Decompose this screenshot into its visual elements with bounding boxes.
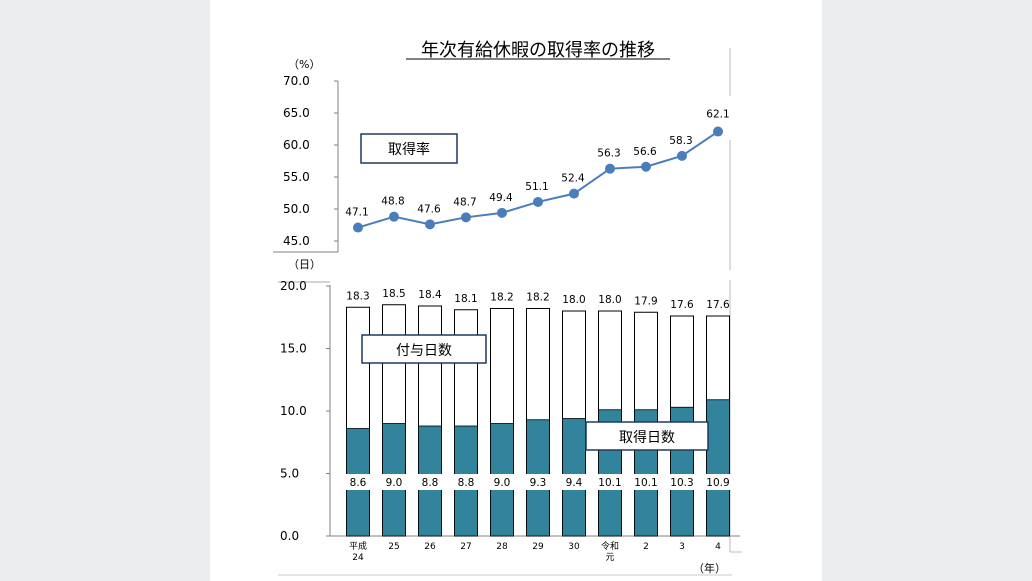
rate-data-label: 48.7 [453,196,476,208]
taken-data-label: 9.0 [386,477,403,489]
x-tick-label: 28 [496,542,508,552]
rate-data-label: 56.3 [597,148,620,160]
rate-data-label: 58.3 [669,135,692,147]
taken-data-label: 10.3 [670,477,693,489]
rate-data-label: 62.1 [706,109,729,121]
rate-point [497,207,507,218]
x-tick-label: 24 [352,553,364,563]
rate-data-label: 51.1 [525,181,548,193]
rate-unit-label: （%） [288,58,320,71]
granted-data-label: 17.9 [634,295,657,307]
rate-point [641,161,651,172]
granted-data-label: 18.1 [454,293,477,305]
rate-point [569,188,579,199]
x-tick-label: 4 [715,542,721,552]
rate-point [353,222,363,233]
x-unit-label: （年） [693,561,726,575]
taken-data-label: 8.8 [422,477,439,489]
taken-label-backing [415,474,445,490]
days-y-tick: 5.0 [280,467,299,481]
x-tick-label: 25 [388,542,399,552]
rate-line-chart: （%） 70.0 65.0 60.0 55.0 50.0 45.0 47.1 48.8 47.6 4… [273,48,731,270]
granted-data-label: 18.4 [418,289,442,301]
taken-bar [706,399,730,537]
taken-data-label: 10.1 [634,477,657,489]
rate-y-tick: 45.0 [283,234,310,248]
taken-label-backing [631,474,661,490]
granted-legend-box [361,334,487,364]
taken-data-label: 9.0 [494,477,511,489]
rate-y-tick: 50.0 [283,202,310,216]
taken-label-backing [523,474,553,490]
rate-data-label: 49.4 [489,192,513,204]
rate-data-label: 48.8 [381,196,404,208]
taken-label-backing [379,474,409,490]
taken-label-backing [595,474,625,490]
taken-data-label: 8.8 [458,477,475,489]
rate-data-label: 47.1 [345,207,368,219]
taken-label-backing [667,474,697,490]
taken-label-backing [559,474,589,490]
x-tick-label: 元 [605,553,614,563]
rate-point [605,163,615,174]
granted-legend-label: 付与日数 [396,343,452,359]
days-y-tick: 15.0 [280,342,307,356]
days-bar-chart: （日）20.015.010.05.00.018.38.6平成2418.59.02… [278,258,742,576]
chart-title: 年次有給休暇の取得率の推移 [421,40,655,61]
rate-y-tick: 70.0 [283,74,310,88]
granted-data-label: 17.6 [706,299,730,311]
taken-data-label: 10.9 [706,477,729,489]
rate-y-tick: 60.0 [283,138,310,152]
rate-data-label: 56.6 [633,146,657,158]
taken-data-label: 9.4 [566,477,583,489]
rate-point [533,196,543,207]
chart: 年次有給休暇の取得率の推移 （%）70.065.060.055.050.045.… [273,40,742,576]
granted-data-label: 17.6 [670,299,694,311]
granted-data-label: 18.2 [490,292,513,304]
granted-data-label: 18.2 [526,292,549,304]
rate-point [461,212,471,223]
x-tick-label: 29 [532,542,544,552]
rate-legend-label: 取得率 [388,141,430,158]
rate-legend-box [360,133,458,164]
taken-data-label: 10.1 [598,477,621,489]
x-tick-label: 平成 [349,540,367,552]
taken-label-backing [343,474,373,490]
rate-data-label: 47.6 [417,203,441,215]
rate-y-tick: 65.0 [283,106,310,120]
taken-data-label: 9.3 [530,477,547,489]
taken-data-label: 8.6 [350,477,367,489]
rate-point [389,211,399,222]
days-unit-label: （日） [288,258,321,271]
x-tick-label: 30 [568,542,580,552]
granted-data-label: 18.0 [562,294,585,306]
slide: 年次有給休暇の取得率の推移 （%） 70.0 65.0 60.0 55.0 50.0 45.… [210,0,822,581]
x-tick-label: 2 [643,542,649,552]
x-tick-label: 令和 [601,540,619,552]
taken-label-backing [451,474,481,490]
rate-point [677,150,687,161]
days-y-tick: 0.0 [280,529,299,543]
granted-data-label: 18.0 [598,294,621,306]
days-y-tick: 10.0 [280,404,307,418]
x-tick-label: 3 [679,542,685,552]
taken-legend-box [585,421,709,451]
taken-label-backing [487,474,517,490]
taken-label-backing [703,474,733,490]
rate-point [425,219,435,230]
x-tick-label: 27 [460,542,471,552]
days-y-tick: 20.0 [280,279,307,293]
taken-legend-label: 取得日数 [619,429,675,446]
rate-y-tick: 55.0 [283,170,310,184]
granted-data-label: 18.3 [346,290,369,302]
granted-data-label: 18.5 [382,288,405,300]
rate-point [713,126,723,137]
x-tick-label: 26 [424,542,436,552]
rate-data-label: 52.4 [561,173,585,185]
